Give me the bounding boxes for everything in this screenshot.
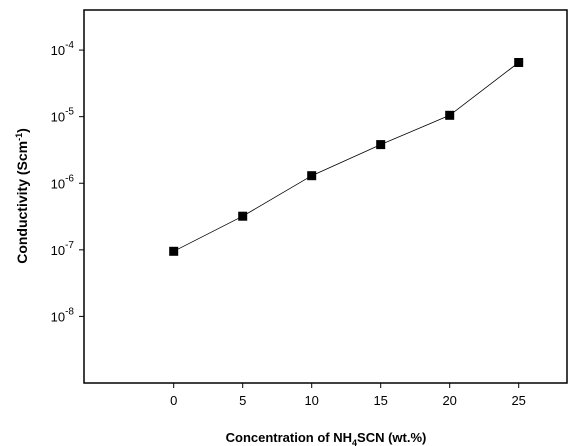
x-tick-label: 5 [239,393,246,408]
data-point [376,140,386,150]
data-point [514,58,524,67]
x-tick-label: 25 [511,393,525,408]
y-tick-label: 10-6 [51,173,75,191]
x-axis-title: Concentration of NH4SCN (wt.%) [226,430,427,446]
y-tick-label: 10-4 [51,40,75,58]
x-tick-label: 0 [170,393,177,408]
y-axis-title: Conductivity (Scm-1) [14,128,30,264]
data-point [445,110,455,120]
x-axis-ticks: 0 5 10 15 20 25 [170,383,526,408]
y-tick-label: 10-7 [51,240,75,258]
plot-frame [83,9,568,384]
data-point [169,246,179,256]
series-line [173,62,519,252]
y-tick-label: 10-5 [51,107,75,125]
data-point [307,171,317,181]
series-layer [169,58,524,256]
x-tick-label: 15 [373,393,387,408]
y-axis-ticks: 10-8 10-7 10-6 10-5 10-4 [51,40,84,324]
y-tick-label: 10-8 [51,306,75,324]
x-tick-label: 20 [442,393,456,408]
x-tick-label: 10 [304,393,318,408]
data-point [238,211,248,221]
